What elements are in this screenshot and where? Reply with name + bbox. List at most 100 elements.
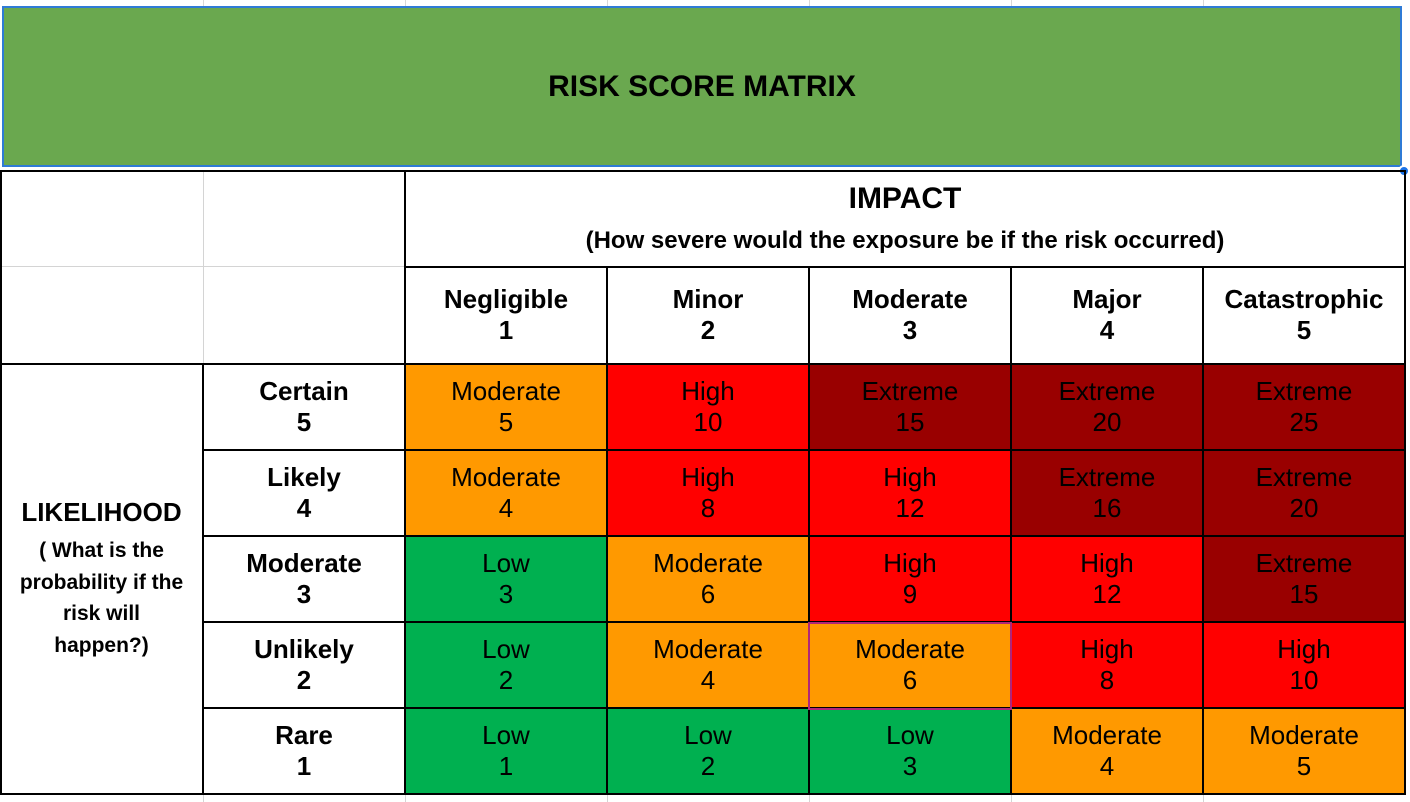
risk-level: High: [883, 462, 937, 493]
risk-level: Moderate: [451, 462, 561, 493]
risk-score: 2: [498, 665, 514, 695]
risk-cell[interactable]: Low 2: [405, 622, 607, 708]
risk-cell[interactable]: Low 2: [607, 708, 809, 794]
cell-border: [0, 170, 2, 795]
risk-cell[interactable]: Extreme 15: [809, 364, 1011, 450]
likelihood-row-header[interactable]: Moderate 3: [203, 536, 405, 622]
page-title: RISK SCORE MATRIX: [548, 69, 856, 103]
risk-score: 4: [498, 493, 514, 523]
risk-score: 20: [1289, 493, 1319, 523]
risk-score: 6: [700, 579, 716, 609]
gridline: [607, 0, 608, 6]
impact-label: Catastrophic: [1224, 284, 1384, 315]
risk-level: High: [681, 462, 735, 493]
likelihood-header-cell[interactable]: LIKELIHOOD ( What is the probability if …: [0, 364, 203, 794]
risk-level: Extreme: [1058, 462, 1156, 493]
gridline: [405, 0, 406, 6]
risk-cell[interactable]: Extreme 25: [1203, 364, 1405, 450]
risk-level: Extreme: [1058, 376, 1156, 407]
risk-level: Low: [482, 720, 530, 751]
selected-cell-outline: [808, 622, 1012, 710]
likelihood-row-header[interactable]: Likely 4: [203, 450, 405, 536]
risk-cell[interactable]: Low 3: [405, 536, 607, 622]
risk-score: 8: [1099, 665, 1115, 695]
likelihood-score: 5: [296, 407, 312, 437]
impact-column-header[interactable]: Negligible 1: [405, 266, 607, 364]
cell-border: [0, 363, 1405, 365]
impact-label: Negligible: [443, 284, 569, 315]
cell-border: [1202, 266, 1204, 795]
cell-border: [203, 621, 1405, 623]
risk-cell[interactable]: High 12: [1011, 536, 1203, 622]
risk-level: Extreme: [1255, 376, 1353, 407]
risk-cell[interactable]: Low 3: [809, 708, 1011, 794]
risk-score: 12: [895, 493, 925, 523]
risk-cell[interactable]: High 10: [607, 364, 809, 450]
risk-score: 6: [902, 665, 918, 695]
risk-score: 10: [1289, 665, 1319, 695]
risk-cell[interactable]: Moderate 4: [1011, 708, 1203, 794]
impact-score: 2: [700, 315, 716, 345]
cell-border: [405, 795, 406, 802]
impact-score: 4: [1099, 315, 1115, 345]
risk-level: Moderate: [855, 634, 965, 665]
cell-border: [1404, 170, 1406, 795]
risk-cell[interactable]: Moderate 4: [607, 622, 809, 708]
impact-label: Major: [1072, 284, 1142, 315]
cell-border: [203, 170, 204, 364]
impact-score: 1: [498, 315, 514, 345]
risk-cell[interactable]: High 10: [1203, 622, 1405, 708]
risk-cell[interactable]: Extreme 20: [1011, 364, 1203, 450]
likelihood-row-header[interactable]: Unlikely 2: [203, 622, 405, 708]
impact-column-header[interactable]: Minor 2: [607, 266, 809, 364]
risk-level: Low: [482, 634, 530, 665]
likelihood-label: Likely: [267, 462, 341, 493]
title-cell[interactable]: RISK SCORE MATRIX: [2, 6, 1402, 167]
risk-cell[interactable]: High 12: [809, 450, 1011, 536]
risk-cell[interactable]: High 8: [607, 450, 809, 536]
cell-border: [0, 170, 1405, 172]
impact-column-header[interactable]: Major 4: [1011, 266, 1203, 364]
risk-level: Low: [684, 720, 732, 751]
risk-cell[interactable]: High 9: [809, 536, 1011, 622]
risk-score: 5: [498, 407, 514, 437]
impact-column-header[interactable]: Moderate 3: [809, 266, 1011, 364]
risk-cell[interactable]: Moderate 6: [607, 536, 809, 622]
gridline: [1011, 0, 1012, 6]
likelihood-label: Moderate: [246, 548, 362, 579]
gridline: [1203, 0, 1204, 6]
cell-border: [0, 266, 405, 267]
risk-score: 4: [700, 665, 716, 695]
cell-border: [1203, 795, 1204, 802]
likelihood-row-header[interactable]: Rare 1: [203, 708, 405, 794]
impact-header-cell[interactable]: IMPACT (How severe would the exposure be…: [405, 170, 1405, 266]
risk-level: Moderate: [1249, 720, 1359, 751]
risk-score: 5: [1296, 751, 1312, 781]
risk-score: 15: [895, 407, 925, 437]
risk-score: 8: [700, 493, 716, 523]
likelihood-label: Rare: [275, 720, 333, 751]
risk-score: 3: [902, 751, 918, 781]
risk-level: Extreme: [1255, 548, 1353, 579]
impact-column-header[interactable]: Catastrophic 5: [1203, 266, 1405, 364]
risk-cell[interactable]: Moderate 5: [405, 364, 607, 450]
risk-score: 20: [1092, 407, 1122, 437]
risk-level: Low: [482, 548, 530, 579]
risk-cell[interactable]: Extreme 20: [1203, 450, 1405, 536]
risk-cell[interactable]: Moderate 4: [405, 450, 607, 536]
likelihood-subheading: ( What is the probability if the risk wi…: [19, 539, 184, 657]
likelihood-score: 2: [296, 665, 312, 695]
risk-cell[interactable]: Moderate 5: [1203, 708, 1405, 794]
risk-cell[interactable]: High 8: [1011, 622, 1203, 708]
risk-level: Moderate: [653, 548, 763, 579]
cell-border: [606, 266, 608, 795]
gridline: [809, 0, 810, 6]
risk-cell[interactable]: Moderate 6: [809, 622, 1011, 708]
risk-cell[interactable]: Low 1: [405, 708, 607, 794]
risk-score: 12: [1092, 579, 1122, 609]
risk-cell[interactable]: Extreme 16: [1011, 450, 1203, 536]
risk-level: Extreme: [861, 376, 959, 407]
likelihood-row-header[interactable]: Certain 5: [203, 364, 405, 450]
risk-score: 16: [1092, 493, 1122, 523]
risk-cell[interactable]: Extreme 15: [1203, 536, 1405, 622]
